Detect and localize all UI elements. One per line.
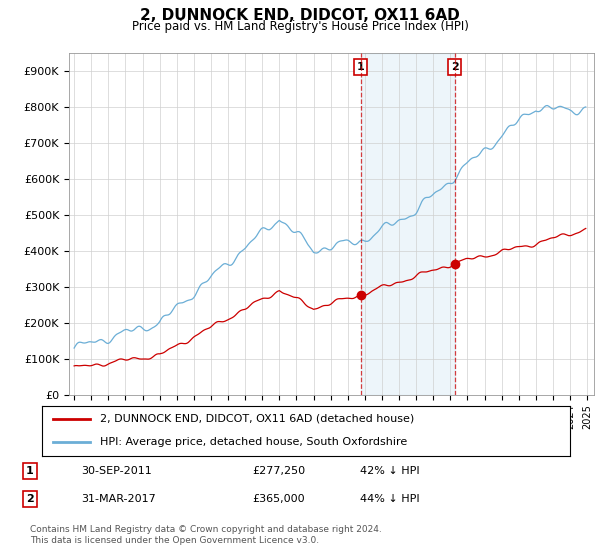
Text: 42% ↓ HPI: 42% ↓ HPI xyxy=(360,466,419,476)
Text: 31-MAR-2017: 31-MAR-2017 xyxy=(81,494,156,504)
Bar xyxy=(361,53,455,395)
Text: 2, DUNNOCK END, DIDCOT, OX11 6AD (detached house): 2, DUNNOCK END, DIDCOT, OX11 6AD (detach… xyxy=(100,414,415,423)
Text: 44% ↓ HPI: 44% ↓ HPI xyxy=(360,494,419,504)
Text: 1: 1 xyxy=(356,62,364,72)
Text: 2: 2 xyxy=(451,62,458,72)
Text: Contains HM Land Registry data © Crown copyright and database right 2024.
This d: Contains HM Land Registry data © Crown c… xyxy=(30,525,382,545)
Text: 1: 1 xyxy=(26,466,34,476)
Text: 2, DUNNOCK END, DIDCOT, OX11 6AD: 2, DUNNOCK END, DIDCOT, OX11 6AD xyxy=(140,8,460,24)
Text: 2: 2 xyxy=(26,494,34,504)
Text: 30-SEP-2011: 30-SEP-2011 xyxy=(81,466,152,476)
Text: HPI: Average price, detached house, South Oxfordshire: HPI: Average price, detached house, Sout… xyxy=(100,437,407,447)
Text: £365,000: £365,000 xyxy=(252,494,305,504)
Text: Price paid vs. HM Land Registry's House Price Index (HPI): Price paid vs. HM Land Registry's House … xyxy=(131,20,469,33)
Text: £277,250: £277,250 xyxy=(252,466,305,476)
